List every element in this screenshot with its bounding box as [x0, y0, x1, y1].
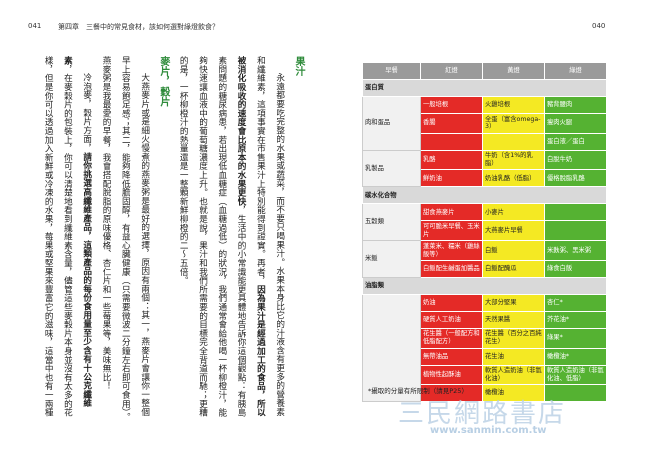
food-table: 早餐 紅燈 黃燈 綠燈 蛋白質 肉和蛋品 一般培根 火雞培根 豬背腰肉 香腸 全蛋（富含omega-… [362, 62, 607, 403]
table-cell: 一般培根 [420, 96, 483, 114]
table-cell: 大燕麥片早餐 [482, 220, 545, 242]
table-row: 蛋白液／蛋白 [363, 132, 607, 151]
table-cell: 奶油 [420, 293, 483, 312]
column-header: 紅燈 [420, 62, 483, 80]
text-run: 大燕麥片或是細火慢煮的燕麥粥是最好的選擇，原因有兩個：其一，燕麥片會讓你一整個早… [101, 56, 150, 422]
header-row: 早餐 紅燈 黃燈 綠燈 [362, 62, 607, 80]
column-header: 早餐 [362, 62, 421, 80]
table-cell: 可可脆米早餐、玉米片 [420, 220, 483, 242]
table-cell [544, 384, 607, 403]
table-cell: 橄欖油* [544, 347, 607, 366]
table-cell: 白飯 [482, 240, 545, 261]
table-row: 香腸 全蛋（富含omega-3） 瘦肉火腿 [363, 113, 607, 134]
text-run: ，生活中的小常識能更具體地告訴你這個觀點：有胰島素問題的糖尿病患，若出現低血糖症… [178, 56, 247, 417]
text-run: 冷泡麥，穀片方面， [81, 73, 92, 153]
page-number: 041 [28, 22, 42, 30]
table-cell: 芥花油* [544, 310, 607, 329]
text-run: 因為果汁是經過加工的食品，所以被消化吸收的速度會比原本的水果更快 [236, 56, 266, 417]
table-cell: 植物性起酥油 [420, 364, 483, 386]
table-cell: 軟質人造奶油（非氫化油） [482, 364, 545, 386]
table-cell: 乳酪 [420, 149, 483, 171]
section-row: 蛋白質 [362, 79, 607, 97]
table-cell: 火雞培根 [482, 96, 545, 114]
text-run: ，在麥穀片的包裝上，你可以清楚地看到纖維素含量，儘管這些麥穀片本身並沒有太多的花… [43, 56, 73, 417]
table-cell: 蓬萊米、糯米（雞絲飯等） [420, 240, 483, 261]
table-cell: 奶油乳酪（低脂） [482, 169, 545, 188]
table-cell: 白飯配生鹹蛋加醬品 [420, 259, 483, 278]
table-cell: 全蛋（富含omega-3） [482, 113, 545, 134]
table-cell: 甜食燕麥片 [420, 203, 483, 222]
table-cell: 鮮奶油 [420, 169, 483, 188]
table-row: 乳製品 乳酪 牛奶（含1%的乳脂） 白脫牛奶 [362, 149, 607, 188]
table-cell: 香腸 [420, 113, 483, 134]
group-label: 五穀類 [362, 203, 421, 242]
table-cell [544, 220, 607, 242]
table-row: 無帶油品 花生油 橄欖油* [363, 347, 607, 366]
body-text: 果汁 永遠都要吃完整的水果或蔬菜，而不要只喝果汁。水果本身比它的汁液含有更多的營養… [38, 56, 308, 424]
table-cell: 杏仁* [544, 293, 607, 312]
watermark-url: www.sanmin.com.tw [430, 425, 547, 436]
table-row: 肉和蛋品 一般培根 火雞培根 豬背腰肉 [362, 96, 607, 151]
section-name: 油脂類 [362, 276, 607, 295]
footnote: *攝取的分量有所限制（請見P25） [368, 387, 468, 395]
table-cell: 綠食白飯 [544, 259, 607, 278]
table-row: 鮮奶油 奶油乳酪（低脂） 優格脫脂乳酪 [363, 169, 607, 188]
text-run: 請你挑選高纖維產品，這類產品的每份食用量至少含有十公克纖維素 [62, 56, 92, 408]
group-label: 肉和蛋品 [362, 96, 421, 151]
table-row: 奶油 大部分堅果 杏仁* [362, 293, 607, 403]
table-cell: 軟質人造奶油（非氫化油、低脂） [544, 364, 607, 386]
chapter-title: 第四章 三餐中的常見食材，該如何選對綠燈飲食？ [58, 23, 219, 31]
paragraph: 永遠都要吃完整的水果或蔬菜，而不要只喝果汁。水果本身比它的汁液含有更多的營養素和… [173, 56, 289, 424]
table-cell [482, 132, 545, 151]
table-row: 花生醬（一般配方和低脂配方） 花生醬（百分之百純花生） 綠果* [363, 327, 607, 349]
table-cell: 花生油 [482, 347, 545, 366]
table-cell: 小麥片 [482, 203, 545, 222]
table-row: 橄欖油 [363, 384, 607, 403]
table-cell [420, 384, 483, 403]
table-cell: 花生醬（一般配方和低脂配方） [420, 327, 483, 349]
column-header: 綠燈 [544, 62, 607, 80]
table-row: 白飯配生鹹蛋加醬品 白飯配醃瓜 綠食白飯 [363, 259, 607, 278]
table-cell: 白脫牛奶 [544, 149, 607, 171]
table-cell: 大部分堅果 [482, 293, 545, 312]
section-name: 碳水化合物 [362, 186, 607, 205]
table-row: 五穀類 甜食燕麥片 小麥片 [362, 203, 607, 242]
text-run: 永遠都要吃完整的水果或蔬菜，而不要只喝果汁。水果本身比它的汁液含有更多的營養素和… [255, 56, 285, 417]
section-row: 油脂類 [362, 276, 607, 295]
table-row: 硬質人工奶油 天然果醬 芥花油* [363, 310, 607, 329]
group-label: 乳製品 [362, 149, 421, 188]
group-label: 米飯 [362, 240, 421, 278]
column-header: 黃燈 [482, 62, 545, 80]
table-cell: 優格脫脂乳酪 [544, 169, 607, 188]
table-cell: 花生醬（百分之百純花生） [482, 327, 545, 349]
section-heading: 麥片，穀片 [157, 56, 169, 107]
table-row: 米飯 蓬萊米、糯米（雞絲飯等） 白飯 米麩粥、黑米粥 [362, 240, 607, 278]
group-label [362, 293, 421, 403]
table-cell [420, 132, 483, 151]
table-cell: 白飯配醃瓜 [482, 259, 545, 278]
table-cell: 米麩粥、黑米粥 [544, 240, 607, 261]
table-cell: 天然果醬 [482, 310, 545, 329]
table-cell: 硬質人工奶油 [420, 310, 483, 329]
page-number: 040 [592, 22, 606, 30]
paragraph: 大燕麥片或是細火慢煮的燕麥粥是最好的選擇，原因有兩個：其一，燕麥片會讓你一整個早… [96, 56, 154, 424]
table-cell: 綠果* [544, 327, 607, 349]
section-row: 碳水化合物 [362, 186, 607, 205]
table-cell: 蛋白液／蛋白 [544, 132, 607, 151]
table-cell: 牛奶（含1%的乳脂） [482, 149, 545, 171]
table-cell: 豬背腰肉 [544, 96, 607, 114]
table-cell: 無帶油品 [420, 347, 483, 366]
section-name: 蛋白質 [362, 79, 607, 97]
section-heading: 果汁 [293, 56, 304, 77]
table-cell: 瘦肉火腿 [544, 113, 607, 134]
watermark: 三民網路書店 [398, 399, 567, 429]
table-cell [544, 203, 607, 222]
table-cell: 橄欖油 [482, 384, 545, 403]
paragraph: 冷泡麥，穀片方面，請你挑選高纖維產品，這類產品的每份食用量至少含有十公克纖維素，… [38, 56, 96, 424]
